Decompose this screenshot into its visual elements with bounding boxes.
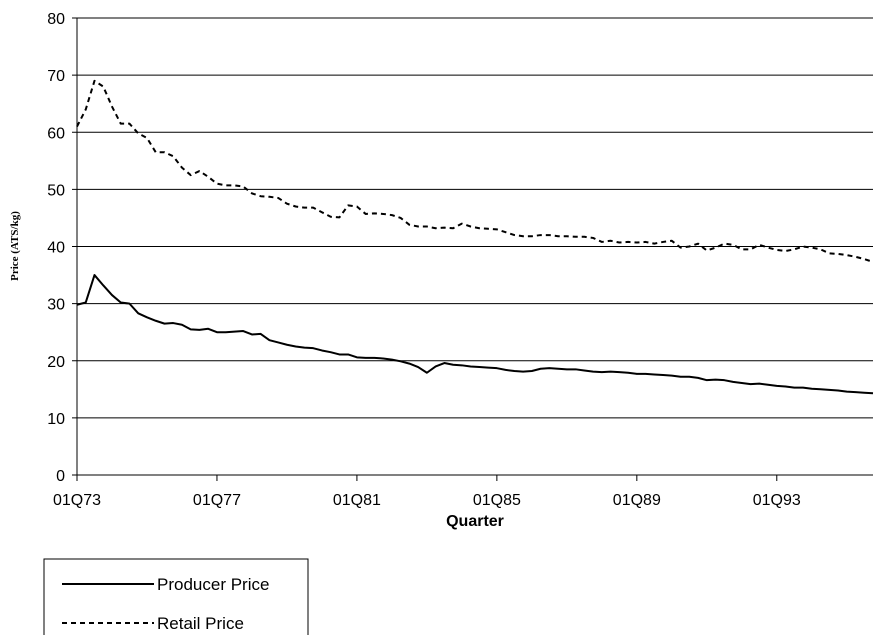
legend: Producer Price Retail Price [43, 558, 309, 635]
x-tick-label: 01Q85 [473, 492, 521, 509]
y-tick-label: 50 [47, 182, 65, 199]
x-tick-label: 01Q77 [193, 492, 241, 509]
y-tick-label: 10 [47, 411, 65, 428]
y-axis-title: Price (ATS/kg) [9, 211, 21, 281]
series-line-retail-price [76, 79, 874, 263]
legend-box [43, 558, 309, 635]
y-tick-label: 40 [47, 240, 65, 257]
y-tick-label: 0 [56, 468, 65, 485]
x-tick-label: 01Q81 [333, 492, 381, 509]
y-tick-label: 30 [47, 297, 65, 314]
series-line-producer-price [76, 274, 874, 395]
x-ticks: 01Q73 01Q77 01Q81 01Q85 01Q89 01Q93 [53, 475, 801, 509]
y-tick-label: 20 [47, 354, 65, 371]
y-tick-label: 60 [47, 125, 65, 142]
x-tick-label: 01Q73 [53, 492, 101, 509]
gridlines [77, 17, 873, 419]
x-tick-label: 01Q93 [753, 492, 801, 509]
y-tick-label: 70 [47, 68, 65, 85]
series-layer [76, 79, 874, 395]
legend-label-producer-price: Producer Price [157, 575, 269, 594]
x-axis-title: Quarter [446, 513, 504, 530]
x-tick-label: 01Q89 [613, 492, 661, 509]
legend-label-retail-price: Retail Price [157, 614, 244, 633]
y-ticks: 0 10 20 30 40 50 60 70 80 [47, 11, 77, 485]
y-tick-label: 80 [47, 11, 65, 28]
